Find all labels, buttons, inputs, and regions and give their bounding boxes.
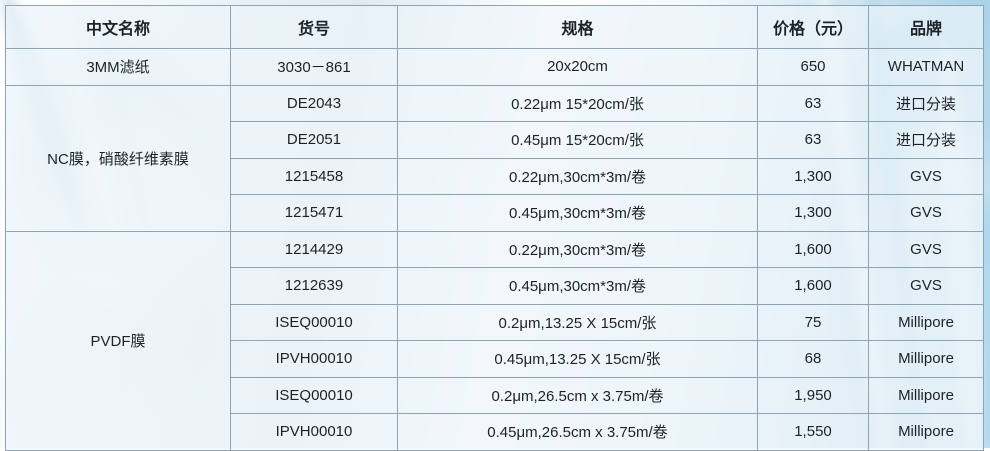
product-brand-cell: Millipore [868,413,984,451]
product-brand-cell: WHATMAN [868,48,984,86]
product-spec-cell: 0.22μm,30cm*3m/卷 [397,230,758,268]
product-brand-cell: 进口分装 [868,121,984,159]
table-row: IPVH00010 0.45μm,13.25 X 15cm/张 68 Millipor… [6,340,984,378]
product-price-cell: 1,300 [757,157,869,195]
product-spec-cell: 0.22μm 15*20cm/张 [397,84,758,122]
product-code-cell: IPVH00010 [230,340,398,378]
table-row: DE2051 0.45μm 15*20cm/张 63 进口分装 [6,121,984,159]
column-header-price: 价格（元） [757,5,869,49]
product-group-name: 3MM滤纸 [5,48,231,86]
product-spec-cell: 0.2μm,13.25 X 15cm/张 [397,303,758,341]
column-header-spec: 规格 [397,5,758,49]
column-header-code: 货号 [230,5,398,49]
product-price-cell: 1,550 [757,413,869,451]
product-price-cell: 1,300 [757,194,869,232]
table-row: ISEQ00010 0.2μm,26.5cm x 3.75m/卷 1,950 Mill… [6,376,984,414]
product-code-cell: ISEQ00010 [230,303,398,341]
product-brand-cell: GVS [868,230,984,268]
product-spec-cell: 0.22μm,30cm*3m/卷 [397,157,758,195]
product-brand-cell: Millipore [868,376,984,414]
product-code-cell: 1215458 [230,157,398,195]
product-code-cell: 1214429 [230,230,398,268]
product-spec-cell: 0.45μm,26.5cm x 3.75m/卷 [397,413,758,451]
product-spec-cell: 0.45μm,30cm*3m/卷 [397,267,758,305]
table-row: IPVH00010 0.45μm,26.5cm x 3.75m/卷 1,550 Mil… [6,413,984,451]
product-price-cell: 650 [757,48,869,86]
table-row: 1212639 0.45μm,30cm*3m/卷 1,600 GVS [6,267,984,305]
product-code-cell: 1212639 [230,267,398,305]
product-price-cell: 1,950 [757,376,869,414]
product-price-cell: 1,600 [757,267,869,305]
product-price-cell: 68 [757,340,869,378]
column-header-brand: 品牌 [868,5,984,49]
table-row: NC膜，硝酸纤维素膜 DE2043 0.22μm 15*20cm/张 63 进口分装 [5,84,984,232]
product-spec-cell: 0.2μm,26.5cm x 3.75m/卷 [397,376,758,414]
product-price-cell: 1,600 [757,230,869,268]
product-price-cell: 63 [757,84,869,122]
product-brand-cell: 进口分装 [868,84,984,122]
product-brand-cell: GVS [868,157,984,195]
price-table-container: 中文名称 货号 规格 价格（元） 品牌 3MM滤纸 3030－861 20x20cm… [5,5,984,451]
product-spec-cell: 0.45μm,30cm*3m/卷 [397,194,758,232]
product-code-cell: 1215471 [230,194,398,232]
product-code-cell: ISEQ00010 [230,376,398,414]
product-group-name: PVDF膜 [5,230,231,451]
table-header: 中文名称 货号 规格 价格（元） 品牌 [5,5,984,49]
product-code-cell: DE2043 [230,84,398,122]
product-code-cell: IPVH00010 [230,413,398,451]
product-brand-cell: Millipore [868,303,984,341]
product-code-cell: 3030－861 [230,48,398,86]
product-group-name: NC膜，硝酸纤维素膜 [5,84,231,232]
product-spec-cell: 0.45μm 15*20cm/张 [397,121,758,159]
table-row: 3MM滤纸 3030－861 20x20cm 650 WHATMAN [5,48,984,86]
product-spec-cell: 20x20cm [397,48,758,86]
product-price-cell: 75 [757,303,869,341]
product-brand-cell: GVS [868,267,984,305]
product-brand-cell: GVS [868,194,984,232]
table-row: 1215458 0.22μm,30cm*3m/卷 1,300 GVS [6,157,984,195]
header-row: 中文名称 货号 规格 价格（元） 品牌 [5,5,984,49]
product-price-cell: 63 [757,121,869,159]
table-body: 3MM滤纸 3030－861 20x20cm 650 WHATMAN NC膜，硝酸纤维素膜… [5,48,984,451]
product-code-cell: DE2051 [230,121,398,159]
table-row: PVDF膜 1214429 0.22μm,30cm*3m/卷 1,600 GVS [5,230,984,451]
table-row: 1215471 0.45μm,30cm*3m/卷 1,300 GVS [6,194,984,232]
product-brand-cell: Millipore [868,340,984,378]
column-header-name: 中文名称 [5,5,231,49]
product-price-table: 中文名称 货号 规格 价格（元） 品牌 3MM滤纸 3030－861 20x20cm… [5,5,984,451]
product-spec-cell: 0.45μm,13.25 X 15cm/张 [397,340,758,378]
